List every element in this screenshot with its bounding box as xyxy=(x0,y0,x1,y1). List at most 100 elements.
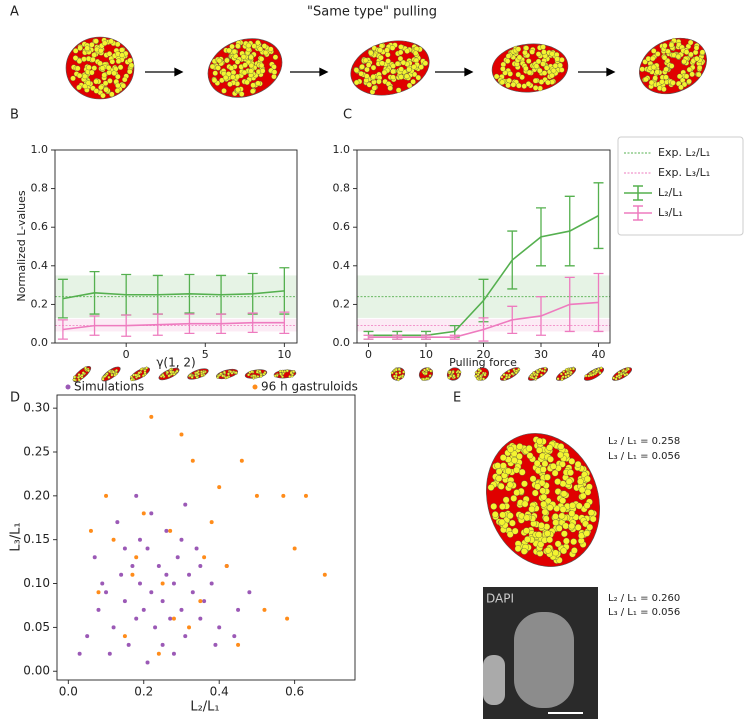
cell xyxy=(474,371,478,374)
cell xyxy=(425,367,429,371)
scatter-point xyxy=(77,651,82,656)
cell xyxy=(229,370,233,374)
cell-aggregate xyxy=(491,43,569,93)
cell xyxy=(560,490,568,498)
cell xyxy=(93,88,100,94)
cell xyxy=(510,372,514,376)
cell xyxy=(500,66,506,72)
cell xyxy=(228,65,235,71)
cell xyxy=(172,372,176,376)
cell xyxy=(670,80,676,86)
cell xyxy=(242,62,248,68)
cell xyxy=(101,377,105,381)
cell xyxy=(559,497,567,505)
cell xyxy=(247,373,251,377)
scatter-point xyxy=(111,625,116,630)
cell xyxy=(615,375,619,378)
scatter-point xyxy=(190,458,195,463)
series-line xyxy=(62,290,285,300)
error-bar xyxy=(57,278,68,319)
cell xyxy=(90,56,96,63)
cell xyxy=(91,52,97,58)
cell xyxy=(544,530,551,537)
y-tick-label: 0.0 xyxy=(31,336,49,349)
cell-aggregate xyxy=(273,369,297,379)
cell xyxy=(543,473,551,481)
legend-label: Exp. L₂/L₁ xyxy=(658,146,710,159)
cell xyxy=(577,478,584,485)
cell xyxy=(406,82,413,89)
cell xyxy=(530,375,534,379)
scatter-point xyxy=(85,634,90,639)
cell xyxy=(497,483,505,490)
cell xyxy=(584,374,588,378)
scatter-point xyxy=(160,581,165,586)
scatter-point xyxy=(262,607,267,612)
scatter-point xyxy=(168,616,173,621)
cell xyxy=(268,46,274,52)
cell xyxy=(390,68,396,75)
error-bar xyxy=(536,207,546,267)
scatter-point xyxy=(137,581,142,586)
cell xyxy=(479,374,483,378)
cell xyxy=(518,512,526,520)
x-tick-label: 0 xyxy=(123,348,130,361)
cell xyxy=(502,373,506,377)
x-axis-label: L₂/L₁ xyxy=(190,700,219,715)
cell xyxy=(566,371,570,375)
cell xyxy=(72,378,76,382)
error-bar xyxy=(57,319,68,340)
cell xyxy=(510,495,518,502)
cell xyxy=(535,373,539,377)
cell xyxy=(248,68,254,74)
cell xyxy=(556,377,560,381)
cell xyxy=(539,466,547,473)
x-tick-label: 30 xyxy=(534,348,548,361)
legend-swatch xyxy=(624,185,652,201)
scatter-point xyxy=(213,642,218,647)
cell xyxy=(505,467,512,475)
cell xyxy=(120,82,127,89)
cell xyxy=(532,77,539,84)
cell xyxy=(98,47,104,54)
cell xyxy=(578,486,586,494)
y-axis-label: L₃/L₁ xyxy=(9,522,24,551)
cell xyxy=(115,58,122,65)
cell xyxy=(285,369,289,373)
cell xyxy=(536,446,543,454)
y-tick-label: 0.30 xyxy=(23,401,50,415)
cell-aggregate xyxy=(101,366,121,382)
scatter-point xyxy=(164,528,169,533)
cell xyxy=(390,74,396,81)
error-bar xyxy=(89,270,100,315)
scatter-point xyxy=(179,432,184,437)
cell xyxy=(252,374,256,378)
cell xyxy=(362,57,369,64)
scatter-point xyxy=(303,493,308,498)
cell xyxy=(554,56,560,62)
cell xyxy=(550,67,557,74)
plot-frame xyxy=(356,149,611,344)
cell xyxy=(91,65,98,71)
cell xyxy=(225,375,229,379)
cell xyxy=(76,58,83,64)
cell xyxy=(543,65,550,71)
cell xyxy=(540,61,546,67)
cell xyxy=(100,92,106,99)
cell xyxy=(515,46,522,52)
cell xyxy=(353,79,360,86)
scatter-point xyxy=(168,528,173,533)
cell xyxy=(554,540,562,548)
cell xyxy=(429,369,433,373)
cell-aggregate xyxy=(418,367,434,381)
cell xyxy=(622,368,626,372)
scatter-point xyxy=(111,537,116,542)
cell xyxy=(370,64,377,71)
cell xyxy=(569,367,573,371)
cell xyxy=(482,377,486,381)
cell xyxy=(423,368,427,372)
scatter-point xyxy=(96,590,101,595)
cell xyxy=(410,79,416,85)
cell xyxy=(106,51,113,57)
